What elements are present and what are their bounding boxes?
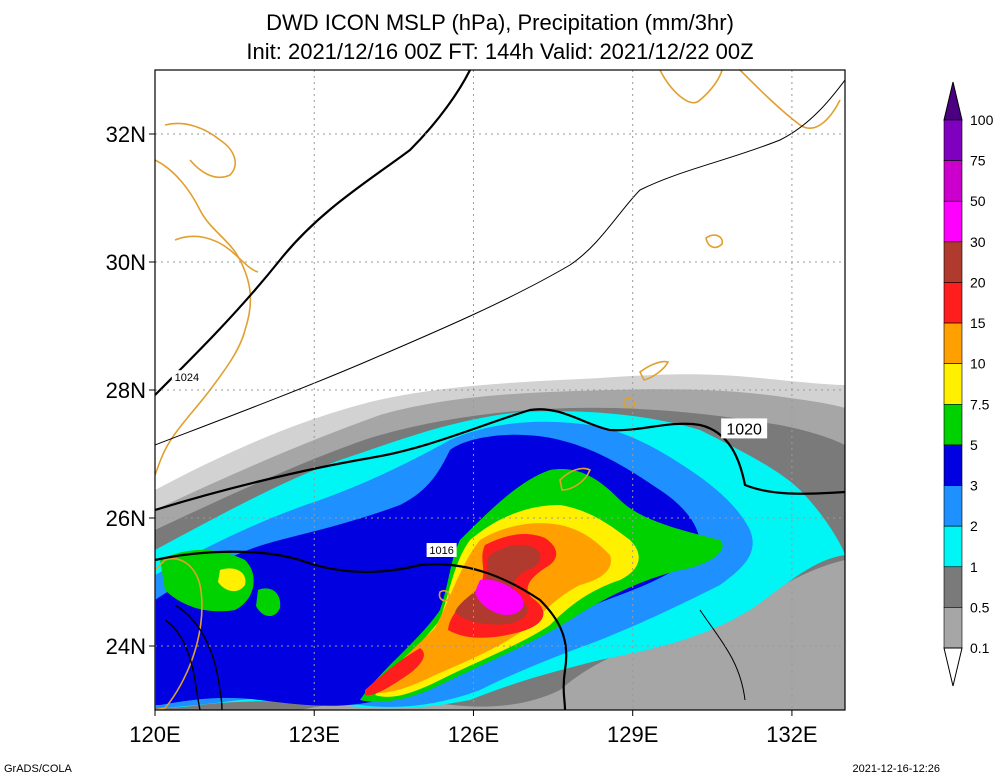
coast-jeju <box>705 234 724 249</box>
isobar-1020 <box>155 408 845 512</box>
colorbar-label: 15 <box>970 315 986 331</box>
coast-ryukyu-1 <box>638 360 670 381</box>
coast-kyushu <box>739 70 841 129</box>
colorbar-label: 7.5 <box>970 396 990 412</box>
lat-tick-label: 30N <box>106 250 146 275</box>
colorbar-bottom-triangle <box>943 647 963 687</box>
isobar-north <box>155 70 471 396</box>
colorbar-swatch <box>943 241 963 283</box>
coast-ryukyu-3 <box>622 397 636 409</box>
colorbar-swatch <box>943 363 963 405</box>
coast-china <box>155 159 252 476</box>
colorbar-swatch <box>943 607 963 649</box>
coast-china-bay <box>164 122 236 179</box>
isobar-labels: 1024 1020 1016 <box>171 370 768 557</box>
colorbar-top-triangle <box>943 81 963 121</box>
coastlines <box>155 70 841 710</box>
colorbar-swatch <box>943 322 963 364</box>
colorbar-swatch <box>943 160 963 202</box>
precip-level-20-sw <box>365 648 424 696</box>
isobar-1024 <box>155 79 845 446</box>
plot-area: 1024 1020 1016 <box>155 70 845 710</box>
isobar-label-bg <box>721 418 768 439</box>
lon-tick-label: 123E <box>289 722 340 747</box>
precip-level-7.5-west <box>160 549 254 612</box>
colorbar-swatch <box>943 282 963 324</box>
colorbar-label: 1 <box>970 559 978 575</box>
precip-level-7.5-isle <box>256 588 281 617</box>
coast-ryukyu-4 <box>438 589 451 602</box>
lon-tick-label: 132E <box>766 722 817 747</box>
map-subtitle: Init: 2021/12/16 00Z FT: 144h Valid: 202… <box>246 39 753 64</box>
isobar-taiwan-1 <box>164 619 201 710</box>
lat-tick-label: 28N <box>106 378 146 403</box>
colorbar-swatch <box>943 485 963 527</box>
footer-timestamp: 2021-12-16-12:26 <box>853 763 940 775</box>
colorbar-swatch <box>943 200 963 243</box>
precip-level-10-west <box>218 568 246 592</box>
coast-china-inlet <box>174 235 259 273</box>
lat-tick-label: 24N <box>106 634 146 659</box>
colorbar: 0.1 0.5 1 2 3 5 7.5 10 15 20 30 50 75 100 <box>943 81 994 687</box>
lon-tick-label: 120E <box>129 722 180 747</box>
colorbar-label: 10 <box>970 356 986 372</box>
isobar-label: 1016 <box>429 545 453 557</box>
isobar-label-bg <box>426 543 457 557</box>
isobars <box>155 70 845 710</box>
lon-tick-label: 126E <box>448 722 499 747</box>
colorbar-label: 100 <box>970 112 994 128</box>
coast-taiwan <box>155 558 203 710</box>
colorbar-label: 0.5 <box>970 599 990 615</box>
lat-axis: 24N 26N 28N 30N 32N <box>106 122 155 659</box>
lon-axis: 120E 123E 126E 129E 132E <box>129 710 818 747</box>
colorbar-swatch <box>943 119 963 161</box>
coast-ryukyu-2 <box>559 467 592 491</box>
colorbar-swatch <box>943 525 963 568</box>
colorbar-swatch <box>943 566 963 608</box>
isobar-1016 <box>155 550 568 710</box>
colorbar-label: 20 <box>970 274 986 290</box>
colorbar-label: 50 <box>970 193 986 209</box>
isobar-taiwan-2 <box>174 604 223 710</box>
colorbar-swatch <box>943 444 963 486</box>
colorbar-label: 3 <box>970 478 978 494</box>
grid-lines <box>155 70 845 710</box>
colorbar-swatch <box>943 404 963 446</box>
precipitation-field <box>155 374 845 710</box>
colorbar-label: 75 <box>970 153 986 169</box>
colorbar-label: 0.1 <box>970 640 990 656</box>
lon-tick-label: 129E <box>607 722 658 747</box>
footer-software: GrADS/COLA <box>4 763 73 775</box>
colorbar-label: 30 <box>970 234 986 250</box>
isobar-label: 1020 <box>726 421 762 438</box>
isobar-label-bg <box>171 370 202 385</box>
colorbar-label: 2 <box>970 518 978 534</box>
coast-korea <box>659 70 723 104</box>
isobar-east <box>699 609 746 701</box>
precip-level-50 <box>475 579 524 615</box>
map-title: DWD ICON MSLP (hPa), Precipitation (mm/3… <box>266 10 734 35</box>
lat-tick-label: 26N <box>106 506 146 531</box>
isobar-label: 1024 <box>175 372 199 384</box>
lat-tick-label: 32N <box>106 122 146 147</box>
colorbar-label: 5 <box>970 437 978 453</box>
